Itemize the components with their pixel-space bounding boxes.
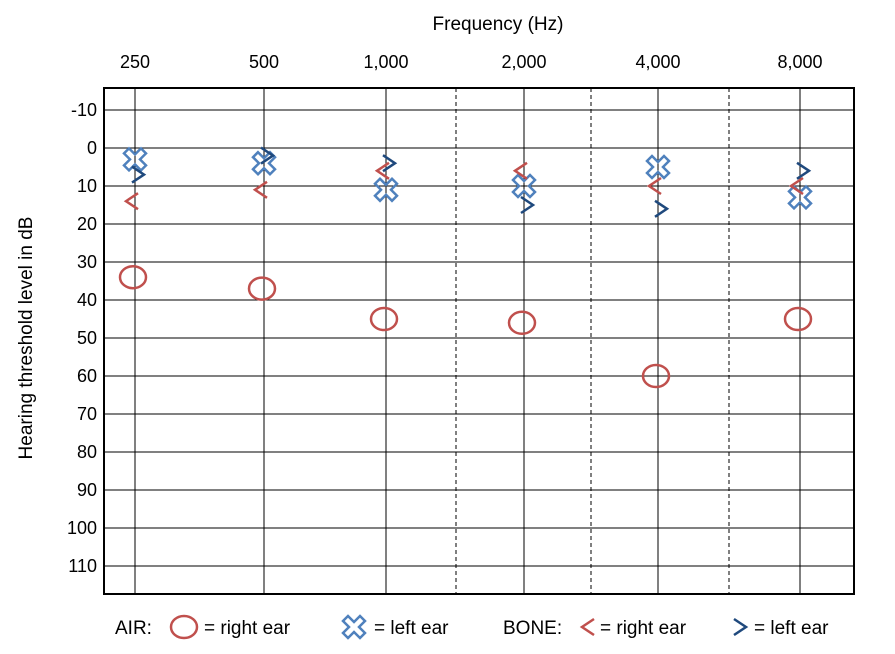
legend-text-air-right: = right ear (204, 618, 291, 639)
point-bone-left (131, 165, 147, 184)
point-bone-right (123, 192, 139, 211)
point-air-right (507, 310, 537, 336)
legend-symbol-bone-right (579, 617, 595, 637)
legend-symbol-air-right (169, 614, 199, 640)
legend-air-label: AIR: (115, 618, 152, 639)
plot-frame (103, 87, 855, 595)
point-air-left (373, 177, 399, 203)
point-air-left (645, 154, 671, 180)
series-air-right (118, 264, 813, 389)
legend-symbol-air-left (341, 614, 367, 640)
point-bone-left (796, 161, 812, 180)
x-tick-label: 250 (120, 52, 150, 72)
x-tick-label: 8,000 (777, 52, 822, 72)
y-tick-label: 80 (77, 442, 97, 462)
point-bone-right (646, 176, 662, 196)
x-tick-label: 4,000 (635, 52, 680, 72)
legend: AIR: BONE: = right ear = left ear = right ea… (115, 614, 829, 640)
x-axis-title: Frequency (Hz) (433, 14, 564, 35)
series-air-left (122, 146, 813, 211)
y-tick-label: 70 (77, 404, 97, 424)
y-tick-label: -10 (71, 100, 97, 120)
legend-symbol-bone-left (733, 617, 749, 637)
y-axis-title: Hearing threshold level in dB (16, 217, 37, 460)
grid (104, 88, 854, 594)
point-bone-left (260, 146, 276, 165)
point-air-right (641, 363, 671, 389)
point-bone-left (520, 195, 536, 215)
y-tick-label: 50 (77, 328, 97, 348)
point-air-right (783, 306, 813, 332)
point-bone-left (654, 199, 670, 218)
point-air-right (369, 306, 399, 332)
point-air-right (118, 264, 148, 290)
point-air-right (247, 276, 277, 301)
point-air-left (787, 184, 813, 211)
y-tick-labels: -10 0 10 20 30 40 50 60 70 80 90 100 110 (67, 100, 97, 576)
y-tick-label: 30 (77, 252, 97, 272)
legend-bone-label: BONE: (503, 618, 562, 639)
legend-text-bone-right: = right ear (600, 618, 687, 639)
plot-border (103, 87, 855, 595)
x-tick-label: 2,000 (501, 52, 546, 72)
y-tick-label: 0 (87, 138, 97, 158)
legend-text-air-left: = left ear (374, 618, 449, 639)
series-bone-left (131, 146, 812, 218)
x-tick-labels: 250 500 1,000 2,000 4,000 8,000 (120, 52, 823, 72)
point-bone-right (374, 161, 390, 180)
y-tick-label: 110 (68, 556, 97, 576)
x-tick-label: 500 (249, 52, 279, 72)
x-tick-label: 1,000 (363, 52, 408, 72)
point-bone-right (512, 161, 528, 180)
point-bone-right (252, 180, 268, 199)
y-tick-label: 10 (77, 176, 97, 196)
y-tick-label: 100 (67, 518, 97, 538)
y-tick-label: 20 (77, 214, 97, 234)
point-air-left (122, 146, 148, 173)
series-bone-right (123, 161, 804, 211)
data-marks (118, 146, 813, 389)
legend-text-bone-left: = left ear (754, 618, 829, 639)
point-bone-right (788, 176, 804, 196)
y-tick-label: 60 (77, 366, 97, 386)
y-tick-label: 90 (77, 480, 97, 500)
y-tick-label: 40 (77, 290, 97, 310)
point-air-left (511, 173, 537, 199)
point-bone-left (382, 154, 398, 173)
